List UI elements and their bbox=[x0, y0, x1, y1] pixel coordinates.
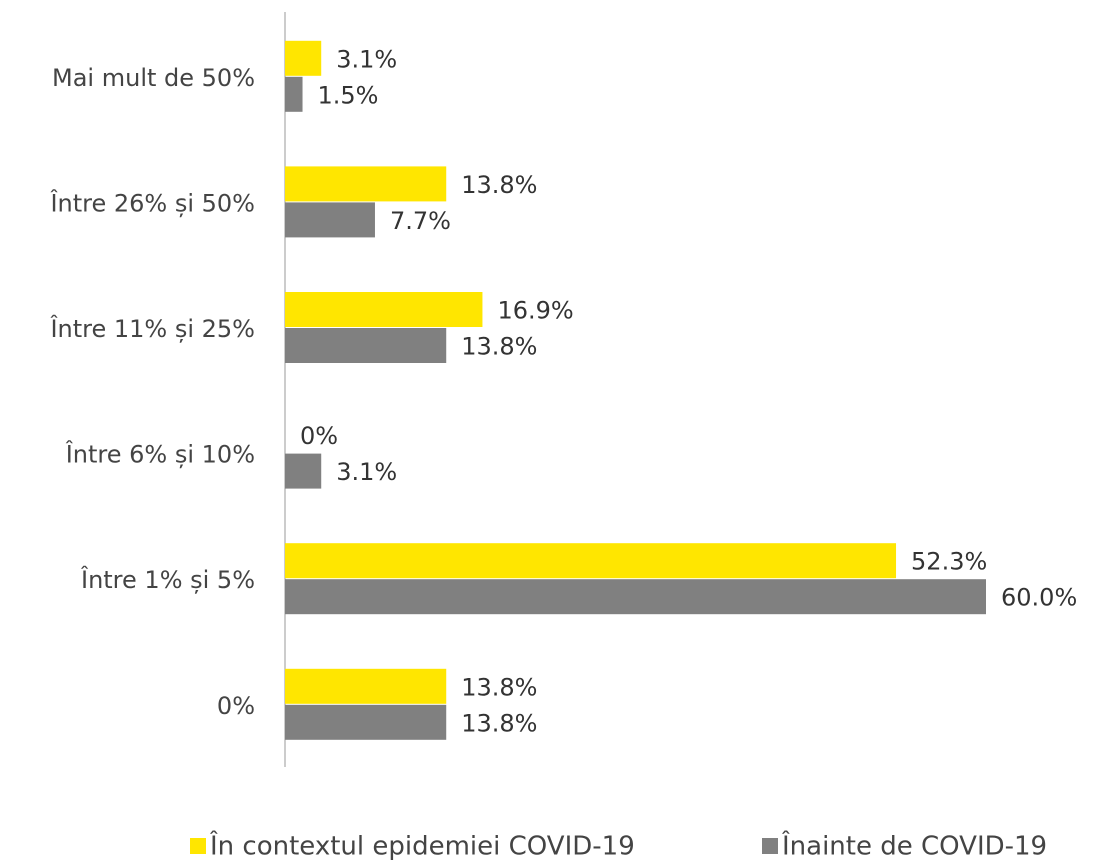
bar bbox=[285, 328, 447, 363]
y-tick-label: Între 26% și 50% bbox=[49, 188, 255, 217]
legend-swatch bbox=[762, 838, 778, 854]
bar bbox=[285, 579, 986, 615]
y-tick-label: 0% bbox=[217, 692, 255, 720]
bar bbox=[285, 76, 303, 112]
data-label: 13.8% bbox=[461, 333, 537, 361]
data-label: 16.9% bbox=[497, 297, 573, 325]
bar bbox=[285, 668, 447, 704]
bar bbox=[285, 453, 322, 489]
data-label: 3.1% bbox=[336, 45, 397, 73]
bar bbox=[285, 292, 483, 327]
y-tick-label: Între 11% și 25% bbox=[49, 314, 255, 343]
data-label: 7.7% bbox=[390, 207, 451, 235]
data-label: 0% bbox=[300, 422, 338, 450]
legend-swatch bbox=[190, 838, 206, 854]
bar bbox=[285, 202, 375, 238]
legend-label: În contextul epidemiei COVID-19 bbox=[209, 830, 635, 861]
data-label: 13.8% bbox=[461, 673, 537, 701]
legend-label: Înainte de COVID-19 bbox=[781, 830, 1047, 861]
bar bbox=[285, 40, 322, 76]
data-label: 52.3% bbox=[911, 548, 987, 576]
y-tick-label: Între 6% și 10% bbox=[65, 440, 255, 469]
bar bbox=[285, 704, 447, 740]
bar bbox=[285, 543, 897, 579]
data-label: 13.8% bbox=[461, 709, 537, 737]
y-tick-label: Între 1% și 5% bbox=[80, 565, 255, 594]
bar bbox=[285, 166, 447, 202]
data-label: 60.0% bbox=[1001, 584, 1077, 612]
data-label: 13.8% bbox=[461, 171, 537, 199]
data-label: 1.5% bbox=[318, 81, 379, 109]
y-tick-label: Mai mult de 50% bbox=[52, 64, 255, 92]
data-label: 3.1% bbox=[336, 458, 397, 486]
